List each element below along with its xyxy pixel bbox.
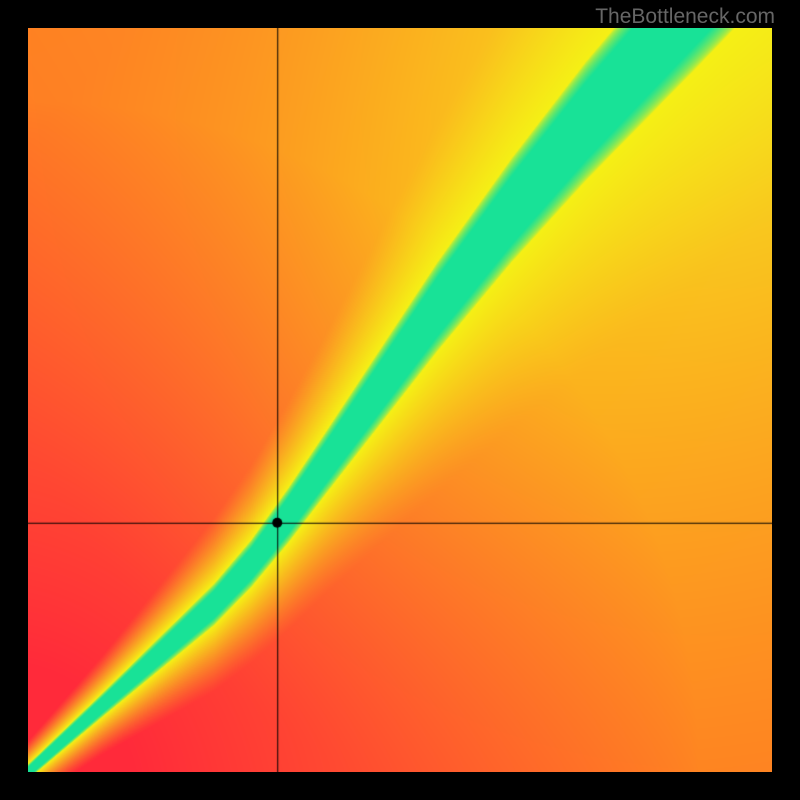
heatmap-canvas <box>28 28 772 772</box>
plot-area <box>28 28 772 772</box>
watermark-text: TheBottleneck.com <box>595 5 775 29</box>
